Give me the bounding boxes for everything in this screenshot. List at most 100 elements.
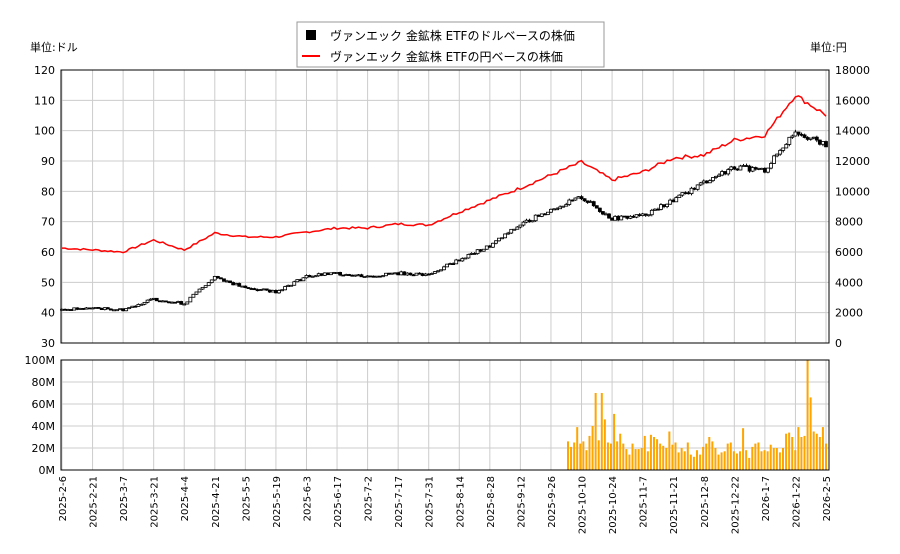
candle	[274, 290, 278, 294]
volume-bar	[606, 442, 609, 470]
candle	[206, 282, 211, 287]
candle	[649, 209, 654, 216]
candle	[573, 197, 578, 201]
candle	[521, 221, 526, 226]
candle	[585, 200, 590, 203]
volume-bar	[760, 451, 763, 470]
volume-bar	[628, 454, 631, 470]
candle	[191, 293, 196, 298]
candle	[814, 136, 819, 141]
candle	[368, 275, 373, 278]
x-tick-label: 2025-7-31	[425, 476, 436, 528]
candle	[353, 274, 358, 277]
volume-bar	[818, 437, 821, 470]
volume-bar	[809, 397, 812, 470]
candle	[463, 257, 468, 260]
candle	[457, 259, 462, 262]
candle	[197, 288, 202, 293]
volume-bar	[603, 419, 606, 470]
volume-bar	[708, 437, 711, 470]
right-tick-label: 6000	[835, 246, 863, 259]
volume-bar	[653, 437, 655, 470]
candle	[711, 177, 715, 182]
candle	[264, 288, 269, 291]
candle	[509, 228, 514, 234]
candle	[402, 271, 407, 276]
candle	[118, 308, 122, 311]
volume-bar	[714, 448, 717, 470]
x-tick-label: 2025-6-3	[302, 476, 313, 521]
candle	[200, 286, 205, 290]
candle	[524, 219, 529, 223]
right-tick-label: 12000	[835, 155, 870, 168]
volume-bar	[732, 451, 735, 470]
candle	[762, 167, 767, 173]
candle	[399, 271, 404, 276]
candle	[255, 289, 260, 292]
volume-bar	[588, 435, 591, 470]
candle	[347, 274, 352, 276]
volume-bar	[821, 427, 824, 470]
candle	[322, 272, 327, 276]
candle	[225, 280, 229, 283]
candle	[142, 301, 147, 305]
candle	[503, 233, 508, 239]
left-tick-label: 110	[34, 94, 55, 107]
candle	[176, 301, 181, 303]
volume-bar	[597, 440, 600, 470]
right-tick-label: 8000	[835, 216, 863, 229]
volume-bar	[674, 442, 677, 470]
candle	[686, 192, 691, 195]
volume-bar	[656, 439, 659, 470]
right-tick-label: 2000	[835, 307, 863, 320]
candle	[704, 180, 709, 184]
candle	[93, 307, 98, 309]
volume-bar	[800, 437, 803, 470]
x-tick-label: 2026-1-22	[791, 476, 802, 528]
candle	[793, 131, 798, 137]
candle	[151, 297, 156, 300]
candle	[799, 133, 804, 136]
right-tick-label: 18000	[835, 64, 870, 77]
candle	[228, 280, 232, 283]
candle	[133, 305, 138, 308]
candle	[662, 204, 666, 207]
x-tick-label: 2025-7-2	[364, 476, 375, 521]
volume-bar	[631, 443, 634, 470]
candle	[408, 272, 413, 276]
volume-bar	[625, 449, 628, 470]
left-tick-label: 70	[41, 216, 55, 229]
volume-bar	[766, 451, 769, 470]
candle	[707, 180, 712, 184]
candle	[695, 184, 700, 190]
candle	[484, 245, 489, 250]
legend-label-dollar: ヴァンエック 金鉱株 ETFのドルベースの株価	[330, 28, 575, 43]
candle	[555, 208, 559, 211]
volume-bar	[806, 360, 809, 470]
candle	[66, 309, 71, 311]
candle	[87, 307, 92, 310]
right-axis-unit: 単位:円	[810, 40, 847, 54]
x-tick-label: 2025-3-21	[150, 476, 161, 528]
candle	[561, 205, 566, 208]
candle	[405, 272, 410, 276]
x-tick-label: 2025-10-10	[578, 476, 589, 534]
volume-bar	[785, 433, 788, 470]
candle	[377, 275, 382, 278]
x-tick-label: 2025-5-5	[241, 476, 252, 521]
candle	[594, 205, 599, 209]
candle	[570, 199, 575, 202]
candle	[735, 168, 740, 171]
candle	[96, 307, 101, 309]
candle	[344, 274, 349, 276]
candle	[359, 274, 364, 278]
volume-bar	[622, 443, 625, 470]
x-tick-label: 2025-8-14	[455, 476, 466, 528]
candle	[139, 303, 144, 306]
candle	[729, 166, 734, 170]
candle	[607, 213, 611, 219]
volume-bar	[573, 442, 576, 470]
volume-bar	[717, 454, 720, 470]
x-tick-label: 2026-2-5	[822, 476, 833, 521]
volume-bar	[778, 452, 781, 470]
